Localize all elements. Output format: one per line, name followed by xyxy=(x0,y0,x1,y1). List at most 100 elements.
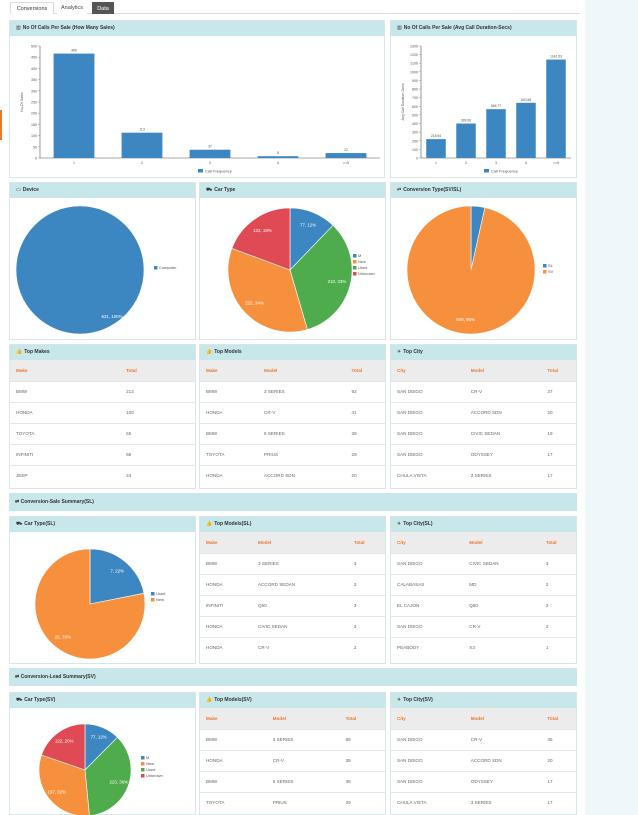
data-table: Make Model Total BMW 3 SERIES 89 HONDA CR-V 39 BM… xyxy=(200,708,385,813)
table-row: JEEP 24 xyxy=(10,464,195,486)
column-header[interactable]: Make xyxy=(200,708,267,729)
tab-analytics[interactable]: Analytics xyxy=(57,2,87,14)
column-header[interactable]: Total xyxy=(347,532,385,553)
thumbs-up-icon: 👍 xyxy=(206,697,213,703)
table-cell: 29 xyxy=(339,791,385,813)
pie-data-label: 77, 12% xyxy=(300,223,316,228)
column-header[interactable]: City xyxy=(391,360,465,381)
legend-swatch xyxy=(543,270,547,274)
column-header[interactable]: Model xyxy=(464,708,542,729)
column-header[interactable]: Total xyxy=(345,360,385,381)
tab-data[interactable]: Data xyxy=(92,2,114,14)
y-tick-label: 500 xyxy=(412,113,418,117)
panel-header: ⛟ Car Type(SL) xyxy=(10,517,195,532)
column-header[interactable]: Total xyxy=(541,708,576,729)
top-city-sl-panel: ✈ Top City(SL) City Model Total SAN DIEGO CIV… xyxy=(390,516,577,664)
pie-slice xyxy=(38,754,90,815)
column-header[interactable]: Total xyxy=(120,360,195,381)
panel-header: ⛟ Car Type(SV) xyxy=(10,693,195,708)
bar-data-label: 22 xyxy=(344,148,348,152)
table-row: SAN DIEGO CR-V 35 xyxy=(391,728,576,750)
legend-swatch xyxy=(353,266,357,270)
table-cell: 2 xyxy=(539,615,576,637)
column-header[interactable]: Make xyxy=(200,532,253,553)
tab-conversions[interactable]: Conversions xyxy=(10,2,54,14)
table-cell: CR-V xyxy=(464,728,542,750)
top-city-panel: ✈ Top City City Model Total SAN DIEGO CR-V 37 S… xyxy=(390,344,577,489)
table-row: HONDA CR-V 41 xyxy=(200,401,385,423)
table-row: EL CAJON Q50 2 xyxy=(391,594,576,616)
bar xyxy=(546,59,566,158)
column-header[interactable]: Model xyxy=(258,360,346,381)
column-header[interactable]: Total xyxy=(539,532,576,553)
panel-title: Car Type(SL) xyxy=(24,521,56,527)
panel-header: ✈ Top City xyxy=(391,345,576,360)
legend-label: Used xyxy=(156,591,165,596)
table-cell: 20 xyxy=(541,401,576,423)
car-type-sv-panel: ⛟ Car Type(SV) 77, 12% 223, 36% 197, 32% 122… xyxy=(9,692,196,815)
monitor-icon: ▭ xyxy=(16,187,21,193)
table-cell: Q50 xyxy=(252,594,348,616)
table-cell: 3 xyxy=(347,573,385,595)
table-cell: CHULA VISTA xyxy=(391,464,465,486)
thumbs-up-icon: 👍 xyxy=(206,349,213,355)
panel-title: Car Type(SV) xyxy=(24,697,56,703)
panel-title: Device xyxy=(22,187,39,193)
device-pie-chart: 631, 100% Computer xyxy=(15,205,177,335)
bar-data-label: 218.94 xyxy=(431,134,441,138)
table-cell: 3 SERIES xyxy=(266,728,340,750)
pie-data-label: 197, 32% xyxy=(48,790,67,795)
y-tick-label: 800 xyxy=(412,88,418,92)
pie-slice xyxy=(15,205,145,335)
panel-title: Top City xyxy=(403,349,423,355)
bar-data-label: 399.96 xyxy=(461,119,471,123)
bar-data-label: 640.58 xyxy=(521,98,531,102)
column-header[interactable]: City xyxy=(391,708,465,729)
table-cell: 39 xyxy=(339,749,385,771)
column-header[interactable]: City xyxy=(391,532,464,553)
column-header[interactable]: Make xyxy=(200,360,259,381)
thumbs-up-icon: 👍 xyxy=(206,521,213,527)
legend-swatch xyxy=(151,592,155,596)
table-cell: 2 xyxy=(347,636,385,658)
table-cell: 3 SERIES xyxy=(258,380,346,402)
table-cell: 20 xyxy=(541,749,576,771)
legend-label: New xyxy=(156,597,164,602)
table-row: SAN DIEGO CR-V 2 xyxy=(391,615,576,637)
table-cell: ACCORD SDN xyxy=(464,749,542,771)
y-tick-label: 200 xyxy=(412,139,418,143)
legend-label: M xyxy=(146,755,149,760)
column-header[interactable]: Total xyxy=(339,708,385,729)
table-cell: 92 xyxy=(345,380,385,402)
banner-title: Conversion-Lead Summary(SV) xyxy=(20,674,96,680)
table-cell: 55 xyxy=(120,422,195,444)
table-cell: CR-V xyxy=(464,380,542,402)
table-row: HONDA CR-V 39 xyxy=(200,749,385,771)
table-header-row: Make Model Total xyxy=(200,532,385,553)
column-header[interactable]: Total xyxy=(541,360,576,381)
table-cell: CR-V xyxy=(258,401,346,423)
column-header[interactable]: Model xyxy=(252,532,348,553)
column-header[interactable]: Make xyxy=(10,360,121,381)
table-row: TOYOTA 55 xyxy=(10,422,195,444)
table-header-row: City Model Total xyxy=(391,532,576,553)
column-header[interactable]: Model xyxy=(463,532,540,553)
table-cell: 2 xyxy=(539,594,576,616)
table-header-row: Make Total xyxy=(10,360,195,381)
table-cell: 3 SERIES xyxy=(464,791,542,813)
data-table: City Model Total SAN DIEGO CIVIC SEDAN 3 CALAB… xyxy=(391,532,576,658)
table-cell: HONDA xyxy=(200,573,253,595)
table-header-row: City Model Total xyxy=(391,708,576,729)
y-tick-label: 200 xyxy=(31,112,37,116)
table-cell: PRIUS xyxy=(258,443,346,465)
legend-swatch xyxy=(543,264,547,268)
y-tick-label: 100 xyxy=(31,134,37,138)
bar xyxy=(189,149,231,158)
table-cell: SAN DIEGO xyxy=(391,380,465,402)
table-row: CALABASAS MD 2 xyxy=(391,573,576,595)
table-cell: BMW xyxy=(200,422,259,444)
column-header[interactable]: Model xyxy=(266,708,340,729)
panel-title: Car Type xyxy=(214,187,236,193)
column-header[interactable]: Model xyxy=(464,360,542,381)
table-cell: 68 xyxy=(120,443,195,465)
